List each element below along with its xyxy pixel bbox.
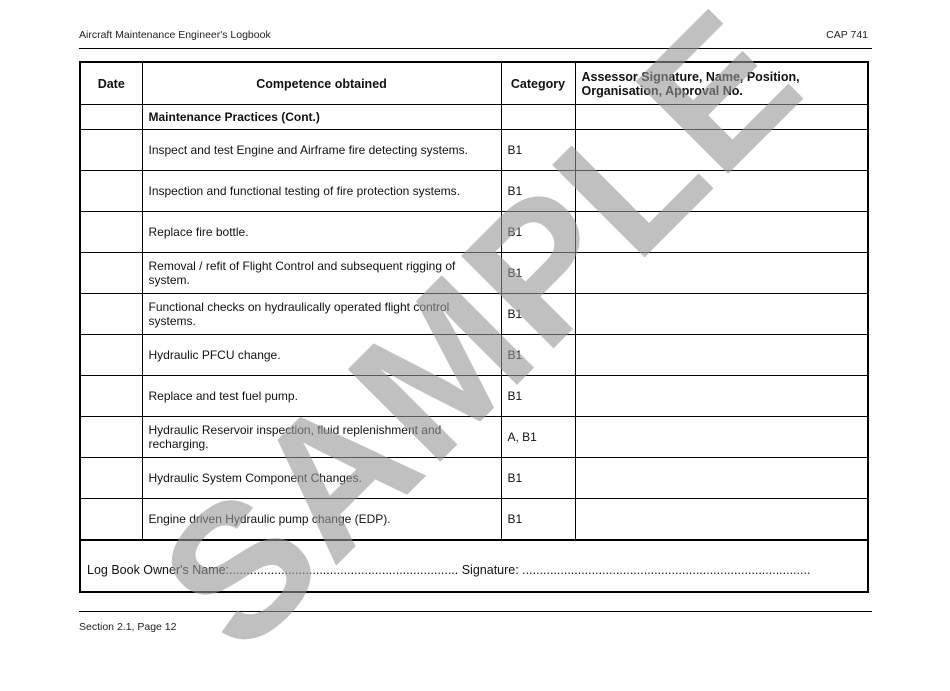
category-cell: B1 — [500, 334, 576, 376]
date-cell[interactable] — [79, 211, 143, 253]
date-cell[interactable] — [79, 129, 143, 171]
assessor-cell[interactable] — [574, 457, 869, 499]
competence-cell: Functional checks on hydraulically opera… — [141, 293, 502, 335]
competence-table: Date Competence obtained Category Assess… — [79, 61, 869, 593]
category-cell — [500, 104, 576, 130]
column-header-competence: Competence obtained — [141, 61, 502, 105]
document-title: Aircraft Maintenance Engineer's Logbook — [79, 29, 271, 41]
category-cell: B1 — [500, 252, 576, 294]
table-row: Removal / refit of Flight Control and su… — [79, 252, 869, 294]
section-title: Maintenance Practices (Cont.) — [141, 104, 502, 130]
table-row: Inspect and test Engine and Airframe fir… — [79, 129, 869, 171]
header-rule — [79, 48, 872, 49]
table-row: Replace fire bottle. B1 — [79, 211, 869, 253]
date-cell[interactable] — [79, 252, 143, 294]
competence-cell: Hydraulic Reservoir inspection, fluid re… — [141, 416, 502, 458]
assessor-cell[interactable] — [574, 211, 869, 253]
competence-cell: Engine driven Hydraulic pump change (EDP… — [141, 498, 502, 541]
category-cell: B1 — [500, 457, 576, 499]
competence-cell: Inspect and test Engine and Airframe fir… — [141, 129, 502, 171]
table-row: Replace and test fuel pump. B1 — [79, 375, 869, 417]
assessor-cell[interactable] — [574, 104, 869, 130]
date-cell[interactable] — [79, 416, 143, 458]
competence-cell: Replace fire bottle. — [141, 211, 502, 253]
assessor-cell[interactable] — [574, 252, 869, 294]
footer-rule — [79, 611, 872, 612]
competence-cell: Replace and test fuel pump. — [141, 375, 502, 417]
table-row: Functional checks on hydraulically opera… — [79, 293, 869, 335]
date-cell[interactable] — [79, 293, 143, 335]
owner-signature-row: Log Book Owner's Name:..................… — [79, 539, 869, 593]
date-cell[interactable] — [79, 498, 143, 541]
section-row: Maintenance Practices (Cont.) — [79, 104, 869, 130]
category-cell: B1 — [500, 129, 576, 171]
category-cell: B1 — [500, 211, 576, 253]
date-cell[interactable] — [79, 457, 143, 499]
page-number: Section 2.1, Page 12 — [79, 621, 177, 633]
competence-cell: Inspection and functional testing of fir… — [141, 170, 502, 212]
assessor-cell[interactable] — [574, 293, 869, 335]
column-header-date: Date — [79, 61, 143, 105]
competence-cell: Removal / refit of Flight Control and su… — [141, 252, 502, 294]
assessor-cell[interactable] — [574, 375, 869, 417]
document-reference: CAP 741 — [826, 29, 868, 41]
competence-cell: Hydraulic PFCU change. — [141, 334, 502, 376]
category-cell: B1 — [500, 170, 576, 212]
table-header-row: Date Competence obtained Category Assess… — [79, 61, 869, 105]
table-row: Hydraulic Reservoir inspection, fluid re… — [79, 416, 869, 458]
date-cell[interactable] — [79, 334, 143, 376]
assessor-cell[interactable] — [574, 170, 869, 212]
date-cell[interactable] — [79, 170, 143, 212]
table-row: Inspection and functional testing of fir… — [79, 170, 869, 212]
date-cell[interactable] — [79, 104, 143, 130]
assessor-cell[interactable] — [574, 416, 869, 458]
assessor-cell[interactable] — [574, 334, 869, 376]
assessor-cell[interactable] — [574, 498, 869, 541]
column-header-assessor: Assessor Signature, Name, Position, Orga… — [574, 61, 869, 105]
category-cell: B1 — [500, 498, 576, 541]
category-cell: B1 — [500, 375, 576, 417]
table-row: Hydraulic System Component Changes. B1 — [79, 457, 869, 499]
assessor-cell[interactable] — [574, 129, 869, 171]
competence-cell: Hydraulic System Component Changes. — [141, 457, 502, 499]
date-cell[interactable] — [79, 375, 143, 417]
owner-name-signature-line[interactable]: Log Book Owner's Name:..................… — [79, 539, 869, 593]
table-row: Engine driven Hydraulic pump change (EDP… — [79, 498, 869, 541]
column-header-category: Category — [500, 61, 576, 105]
category-cell: A, B1 — [500, 416, 576, 458]
table-row: Hydraulic PFCU change. B1 — [79, 334, 869, 376]
category-cell: B1 — [500, 293, 576, 335]
